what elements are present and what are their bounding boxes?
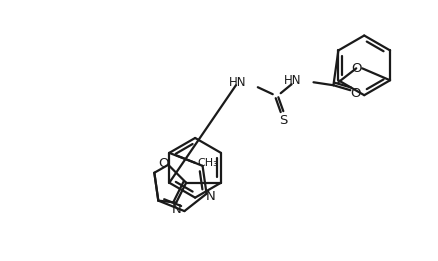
Text: N: N	[171, 203, 180, 216]
Text: S: S	[279, 114, 287, 127]
Text: CH₃: CH₃	[197, 158, 217, 168]
Text: O: O	[349, 87, 360, 100]
Text: HN: HN	[283, 74, 301, 87]
Text: N: N	[205, 190, 215, 203]
Text: O: O	[158, 157, 168, 170]
Text: O: O	[350, 62, 360, 75]
Text: HN: HN	[228, 76, 245, 89]
